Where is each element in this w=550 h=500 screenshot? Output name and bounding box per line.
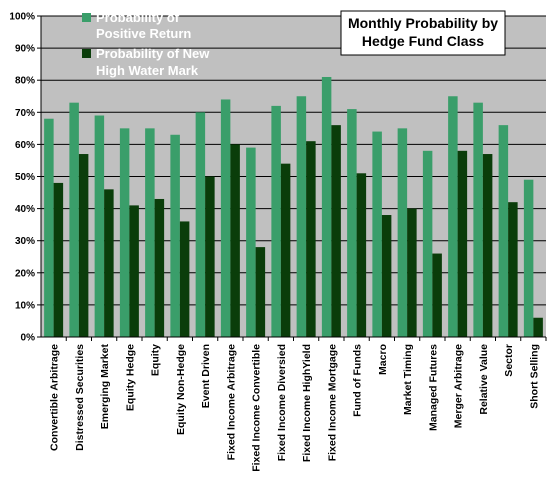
y-tick-label: 20% [15,268,35,279]
y-tick-label: 10% [15,300,35,311]
bar-high-water-mark-15 [432,253,442,337]
y-axis-ticks: 0% 10% 20% 30% 40% 50% 60% 70% 80% 90% 100% [9,12,41,344]
chart-title-line2: Hedge Fund Class [362,33,484,49]
bar-high-water-mark-8 [255,247,266,337]
bar-positive-return-3 [119,128,130,337]
x-axis-labels: Convertible Arbitrage Distressed Securiti… [49,337,547,472]
bar-high-water-mark-13 [381,215,392,337]
x-category-label: Fund of Funds [352,344,364,417]
x-category-label: Equity Non-Hedge [175,344,187,435]
x-category-label: Event Driven [200,344,212,408]
y-tick-label: 0% [21,333,36,344]
bar-positive-return-4 [145,128,155,337]
x-category-label: Market Timing [402,344,414,415]
legend-swatch-highwater [82,49,91,58]
bar-high-water-mark-1 [78,154,89,337]
bar-high-water-mark-7 [230,144,240,337]
y-tick-label: 50% [15,172,35,183]
bar-high-water-mark-17 [482,154,493,337]
bar-high-water-mark-9 [280,163,291,337]
x-category-label: Managed Futures [427,344,439,431]
x-category-label: Convertible Arbitrage [49,344,61,451]
bar-high-water-mark-19 [533,317,543,337]
bar-positive-return-0 [44,118,54,337]
bar-high-water-mark-11 [331,125,341,337]
bar-positive-return-13 [372,131,382,337]
bar-positive-return-18 [498,125,509,337]
bar-positive-return-15 [422,150,433,337]
bar-high-water-mark-16 [457,150,468,337]
bar-positive-return-17 [473,102,483,337]
y-tick-label: 30% [15,236,35,247]
bar-positive-return-12 [347,109,357,337]
x-category-label: Macro [377,344,389,375]
bar-high-water-mark-3 [129,205,139,337]
bar-high-water-mark-18 [508,202,518,337]
bar-positive-return-14 [397,128,408,337]
bar-positive-return-5 [170,134,180,337]
legend-label-highwater-line1: Probability of New [96,46,210,61]
bar-positive-return-11 [321,76,332,338]
legend-label-positive-line2: Positive Return [96,26,191,41]
y-tick-label: 60% [15,140,35,151]
bar-positive-return-9 [271,105,281,337]
y-tick-label: 80% [15,76,35,87]
x-category-label: Equity [150,344,162,376]
bars [44,76,543,338]
x-category-label: Sector [503,344,515,377]
x-category-label: Fixed Income Mortgage [326,344,338,461]
legend-label-positive-line1: Probability of [96,10,180,25]
chart-title-box: Monthly Probability by Hedge Fund Class [340,10,506,56]
x-category-label: Distressed Securities [74,344,86,451]
bar-positive-return-16 [448,96,458,337]
bar-positive-return-6 [195,112,206,337]
bar-positive-return-19 [523,179,534,337]
x-category-label: Fixed Income Convertible [251,344,263,472]
bar-positive-return-8 [246,147,256,337]
legend-swatch-positive [82,13,91,22]
bar-high-water-mark-10 [306,141,316,337]
x-category-label: Equity Hedge [124,344,136,411]
bar-high-water-mark-5 [179,221,190,337]
bar-high-water-mark-2 [104,189,114,337]
chart-title-line1: Monthly Probability by [348,15,498,31]
x-category-label: Merger Arbitrage [453,344,465,428]
x-category-label: Fixed Income Arbitrage [225,344,237,460]
legend: Probability of Positive Return Probabili… [82,10,210,78]
x-category-label: Fixed Income HighYield [301,344,313,462]
x-category-label: Fixed Income Diversied [276,344,288,461]
bar-positive-return-7 [220,99,231,338]
x-category-label: Relative Value [478,344,490,415]
bar-high-water-mark-4 [154,198,165,337]
bar-high-water-mark-14 [407,208,417,337]
bar-high-water-mark-6 [205,176,215,337]
y-tick-label: 90% [15,44,35,55]
y-tick-label: 40% [15,204,35,215]
legend-label-highwater-line2: High Water Mark [96,63,199,78]
bar-positive-return-10 [296,96,307,337]
bar-positive-return-2 [94,115,105,337]
x-category-label: Emerging Market [99,344,111,430]
bar-positive-return-1 [69,102,79,337]
bar-high-water-mark-12 [356,173,367,337]
y-tick-label: 100% [9,12,35,23]
y-tick-label: 70% [15,108,35,119]
bar-high-water-mark-0 [53,182,64,337]
x-category-label: Short Selling [528,344,540,409]
